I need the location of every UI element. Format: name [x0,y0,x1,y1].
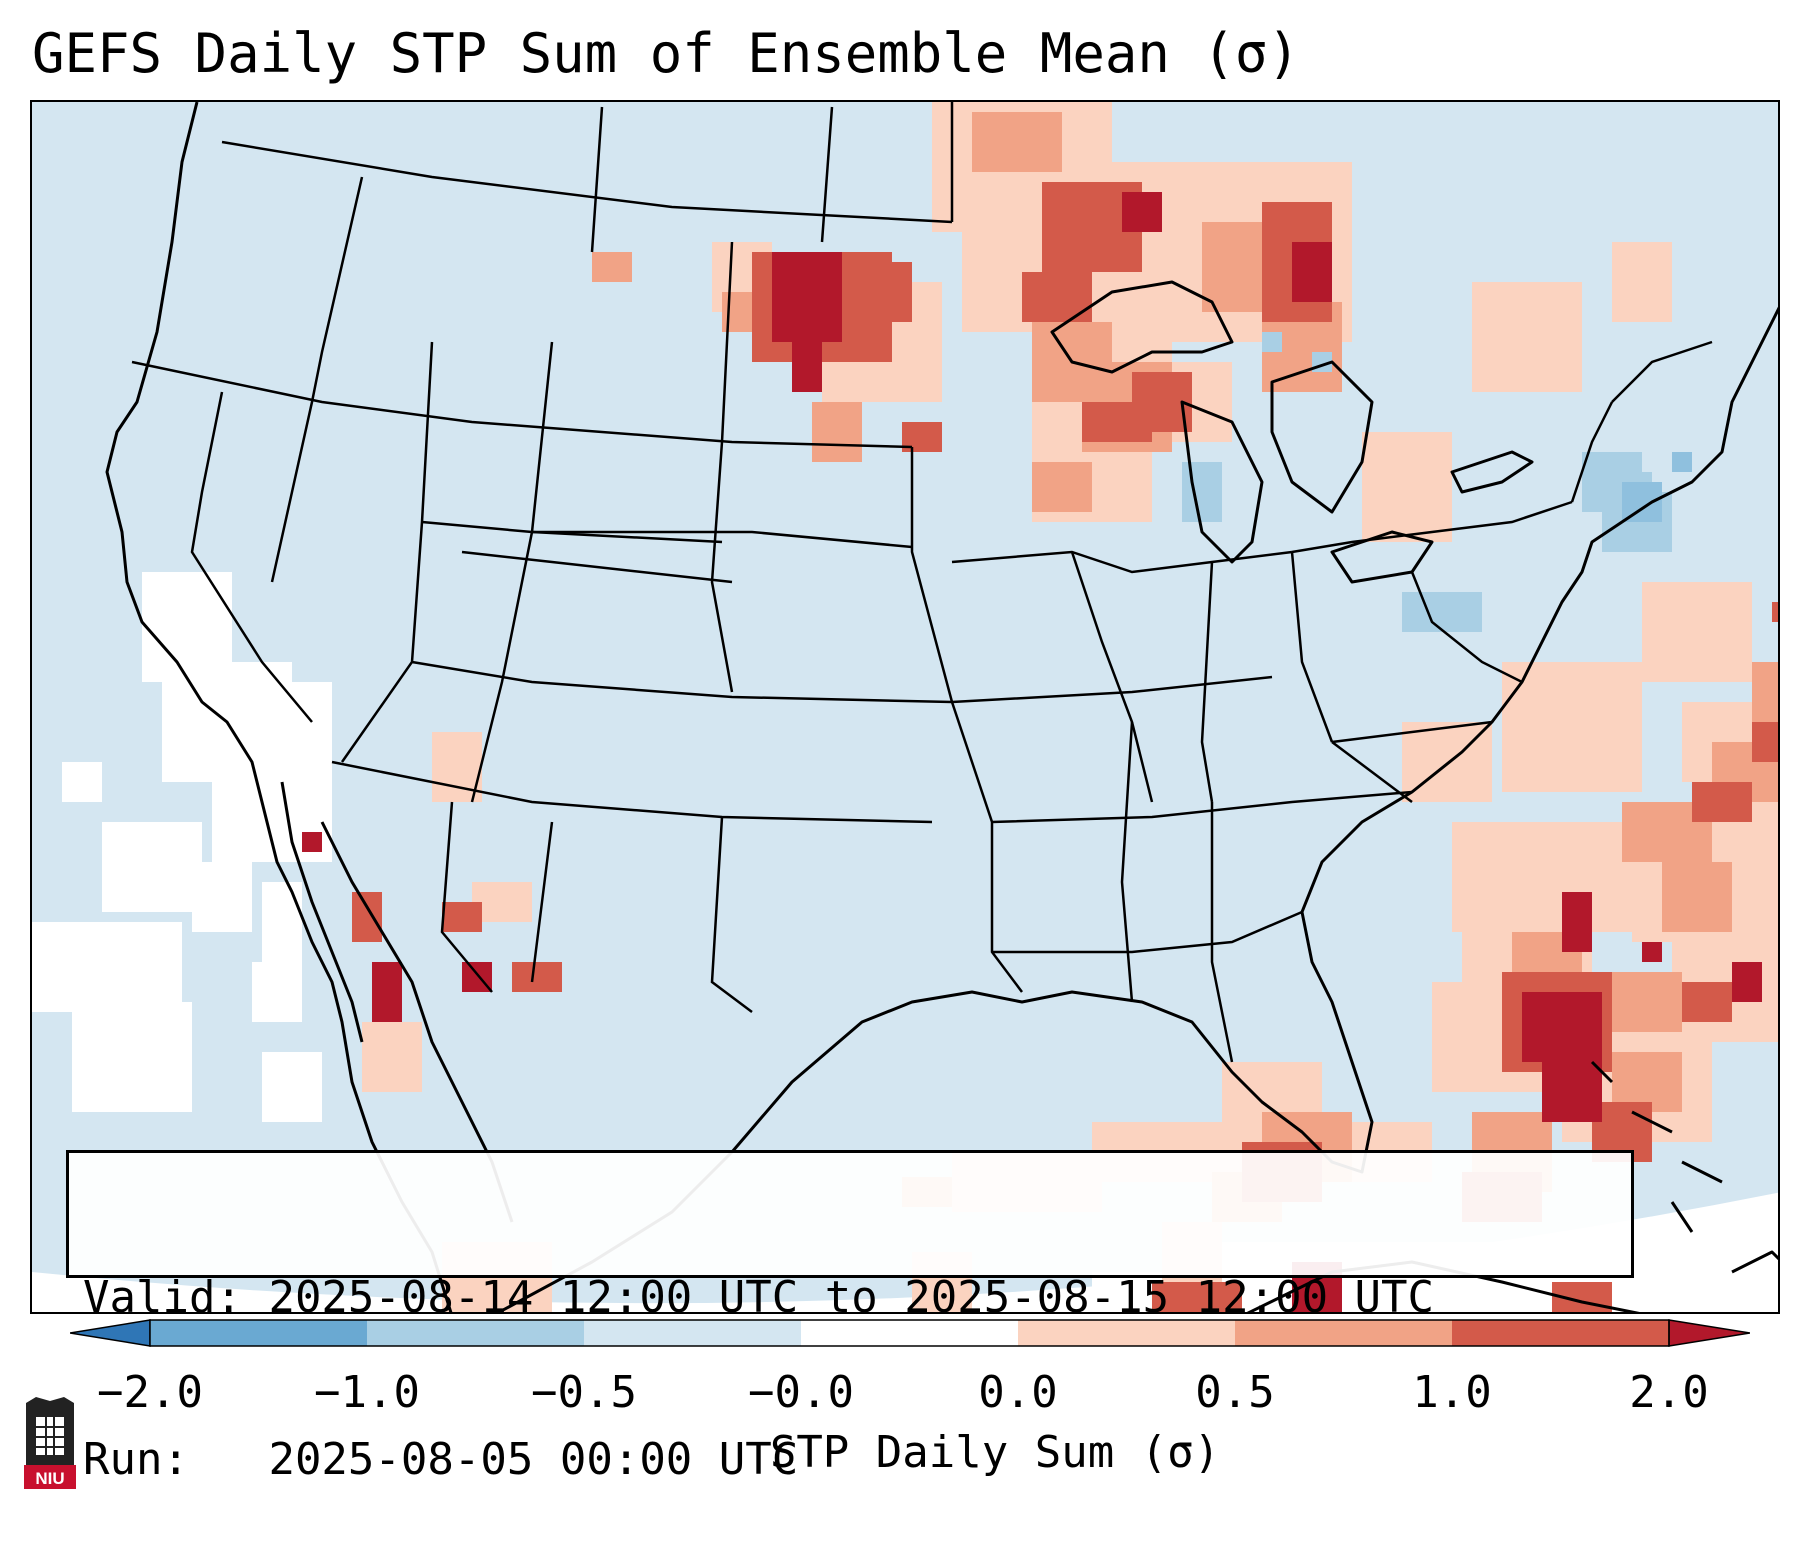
colorbar-segment [1235,1320,1452,1346]
stp-map [32,102,1778,1312]
colorbar-segment [801,1320,1018,1346]
coastlines [105,102,1778,1312]
logo-text: NIU [35,1469,64,1488]
run-row: Run: 2025-08-05 00:00 UTC [83,1433,1631,1487]
colorbar-label: STP Daily Sum (σ) [769,1427,1221,1478]
colorbar [70,1319,1750,1347]
colorbar-tick-label: 1.0 [1412,1367,1492,1418]
colorbar-tick-label: −1.0 [314,1367,420,1418]
valid-row: Valid: 2025-08-14 12:00 UTC to 2025-08-1… [83,1271,1631,1325]
deep-red-areas [302,192,1762,1312]
valid-label: Valid: [83,1272,242,1323]
chart-title: GEFS Daily STP Sum of Ensemble Mean (σ) [32,22,1300,85]
colorbar-segment [367,1320,584,1346]
colorbar-tick-label: −2.0 [97,1367,203,1418]
colorbar-extend-min [70,1319,151,1347]
colorbar-outline [149,1319,1670,1347]
map-panel [30,100,1780,1314]
colorbar-segment [150,1320,367,1346]
colorbar-extend-max [1668,1319,1750,1347]
state-borders [131,102,1713,1063]
colorbar-segment [1452,1320,1669,1346]
colorbar-segment [584,1320,801,1346]
run-label: Run: [83,1434,189,1485]
niu-logo-icon: NIU [24,1397,76,1489]
colorbar-tick-label: 0.5 [1195,1367,1275,1418]
colorbar-tick-label: 0.0 [978,1367,1058,1418]
valid-run-box: Valid: 2025-08-14 12:00 UTC to 2025-08-1… [66,1150,1634,1485]
colorbar-tick-label: −0.5 [531,1367,637,1418]
run-value: 2025-08-05 00:00 UTC [268,1434,799,1485]
valid-value: 2025-08-14 12:00 UTC to 2025-08-15 12:00… [268,1272,1435,1323]
colorbar-segment [1018,1320,1235,1346]
colorbar-tick-label: −0.0 [748,1367,854,1418]
colorbar-tick-label: 2.0 [1629,1367,1709,1418]
